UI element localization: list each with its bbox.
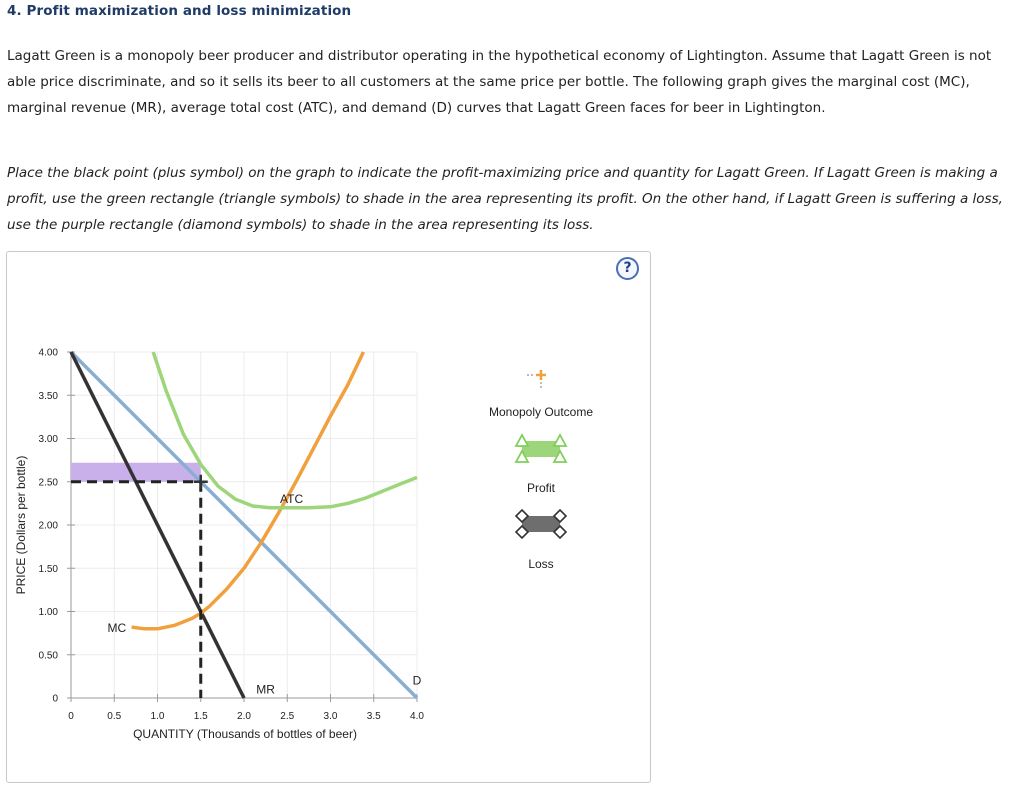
y-tick-label: 2.50 xyxy=(39,477,59,488)
atc-label: ATC xyxy=(280,492,303,506)
x-tick-label: 3.0 xyxy=(324,711,338,722)
x-tick-label: 3.5 xyxy=(367,711,381,722)
outcome-guides xyxy=(71,480,203,698)
instructions-text: Place the black point (plus symbol) on t… xyxy=(7,165,1003,233)
y-tick-label: 0.50 xyxy=(39,650,59,661)
d-label: D xyxy=(413,674,422,688)
x-axis-label: QUANTITY (Thousands of bottles of beer) xyxy=(133,727,357,741)
x-tick-label: 1.5 xyxy=(194,711,208,722)
x-tick-label: 4.0 xyxy=(410,711,424,722)
diamond-icon[interactable] xyxy=(514,508,530,524)
triangle-icon[interactable] xyxy=(552,433,568,447)
help-icon[interactable]: ? xyxy=(616,257,639,280)
d-curve xyxy=(69,350,419,700)
legend-profit: Profit xyxy=(527,481,556,495)
curves xyxy=(69,350,419,700)
triangle-icon[interactable] xyxy=(552,449,568,463)
y-tick-label: 4.00 xyxy=(39,348,59,359)
y-tick-label: 2.00 xyxy=(39,521,59,532)
y-tick-label: 0 xyxy=(52,694,58,705)
diamond-icon[interactable] xyxy=(552,524,568,540)
outcome-point[interactable] xyxy=(193,474,208,489)
y-tick-label: 1.00 xyxy=(39,607,59,618)
atc-curve xyxy=(151,351,418,510)
diamond-icon[interactable] xyxy=(514,524,530,540)
plus-icon xyxy=(536,370,546,380)
triangle-icon[interactable] xyxy=(514,449,530,463)
mc-curve xyxy=(131,351,365,631)
legend-monopoly-outcome: Monopoly Outcome xyxy=(489,405,593,419)
loss-area[interactable] xyxy=(71,462,201,482)
y-tick-label: 3.50 xyxy=(39,391,59,402)
x-tick-label: 2.5 xyxy=(280,711,294,722)
shaded-areas[interactable] xyxy=(71,462,201,482)
axes: 0 0.5 1.0 1.5 2.0 2.5 3.0 3.5 4.000.501.001.502.… xyxy=(39,348,425,723)
y-axis-label: PRICE (Dollars per bottle) xyxy=(14,456,28,595)
x-tick-label: 0.5 xyxy=(107,711,121,722)
y-tick-label: 1.50 xyxy=(39,564,59,575)
diamond-icon[interactable] xyxy=(552,508,568,524)
question-heading: 4. Profit maximization and loss minimiza… xyxy=(7,3,352,19)
y-tick-label: 3.00 xyxy=(39,434,59,445)
legend-loss: Loss xyxy=(528,557,553,571)
x-tick-label: 0 xyxy=(68,711,74,722)
curve-labels: D MR MC ATC xyxy=(108,492,422,696)
mr-curve xyxy=(69,351,246,699)
legend: Monopoly Outcome Profit Loss xyxy=(489,370,593,571)
profit-swatch xyxy=(522,441,560,457)
x-tick-label: 2.0 xyxy=(237,711,251,722)
loss-swatch xyxy=(522,516,560,532)
triangle-icon[interactable] xyxy=(514,433,530,447)
monopoly-outcome-point[interactable] xyxy=(193,474,208,489)
x-tick-label: 1.0 xyxy=(151,711,165,722)
mc-label: MC xyxy=(108,621,127,635)
mr-label: MR xyxy=(256,682,275,696)
intro-text: Lagatt Green is a monopoly beer producer… xyxy=(7,48,992,116)
